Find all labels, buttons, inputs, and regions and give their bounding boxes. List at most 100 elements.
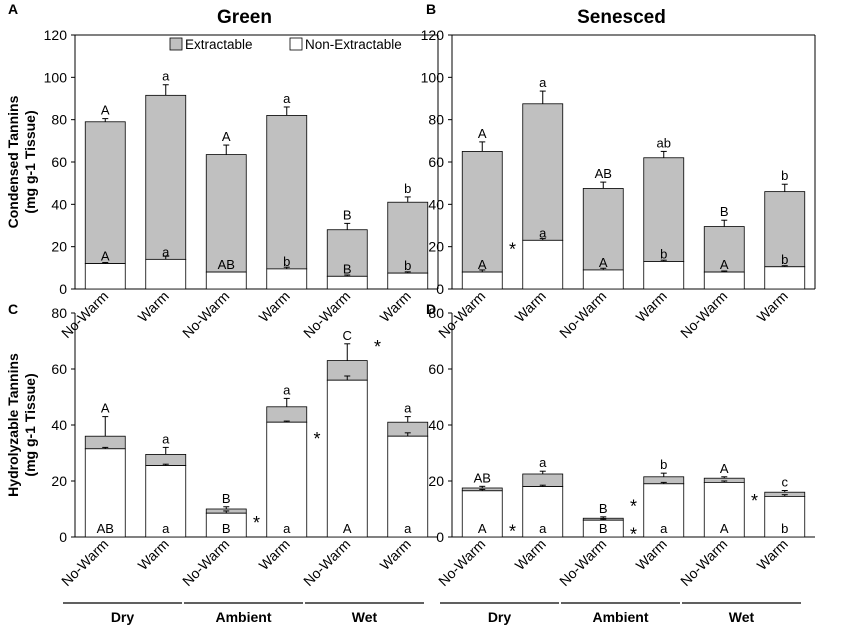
significance-label-non-extractable: a <box>162 521 170 536</box>
group-label: Wet <box>729 609 755 625</box>
significance-label-extractable: a <box>539 75 547 90</box>
significance-label-extractable: a <box>283 382 291 397</box>
bar-extractable <box>582 188 624 271</box>
bar-non-extractable <box>703 481 745 538</box>
bar-extractable <box>461 151 503 273</box>
significance-star: * <box>509 240 516 260</box>
significance-label-extractable: a <box>283 91 291 106</box>
bar-non-extractable <box>643 261 685 290</box>
bar-non-extractable <box>84 448 126 538</box>
legend-swatch-extractable <box>169 37 183 51</box>
bar-non-extractable <box>84 263 126 290</box>
y-axis-title-condensed-line: Condensed Tannins <box>5 95 21 228</box>
panel-letter: C <box>8 301 18 317</box>
category-label: Warm <box>135 288 172 325</box>
category-label: No-Warm <box>677 536 730 589</box>
category-label: Warm <box>377 288 414 325</box>
panel-letter: B <box>426 1 436 17</box>
significance-star: * <box>630 496 637 516</box>
panel-title: Green <box>217 7 272 28</box>
significance-label-extractable: a <box>162 69 170 84</box>
y-tick-label: 20 <box>51 239 67 255</box>
significance-star: * <box>374 337 381 357</box>
group-label: Dry <box>488 609 512 625</box>
legend-label-non-extractable: Non-Extractable <box>305 37 402 52</box>
significance-label-non-extractable: AB <box>218 257 235 272</box>
significance-label-non-extractable: A <box>599 255 608 270</box>
y-tick-label: 40 <box>51 417 67 433</box>
significance-label-extractable: ab <box>657 135 671 150</box>
significance-label-non-extractable: a <box>660 521 668 536</box>
category-label: Warm <box>256 288 293 325</box>
panel-c: C020406080AABNo-WarmaaWarmBBNo-WarmaaWar… <box>8 301 438 625</box>
significance-star: * <box>751 491 758 511</box>
significance-label-extractable: b <box>404 181 411 196</box>
category-label: Warm <box>135 536 172 573</box>
bar-extractable <box>145 94 187 260</box>
group-label: Ambient <box>593 609 649 625</box>
significance-label-extractable: AB <box>474 470 491 485</box>
bar-extractable <box>703 226 745 273</box>
y-tick-label: 20 <box>428 239 444 255</box>
y-tick-label: 60 <box>51 154 67 170</box>
significance-label-extractable: a <box>539 455 547 470</box>
y-tick-label: 20 <box>428 473 444 489</box>
bar-non-extractable <box>266 421 308 538</box>
y-tick-label: 20 <box>51 473 67 489</box>
y-tick-label: 0 <box>436 529 444 545</box>
category-label: No-Warm <box>677 288 730 341</box>
significance-star: * <box>313 429 320 449</box>
bar-non-extractable <box>522 239 564 290</box>
category-label: Warm <box>754 536 791 573</box>
significance-label-extractable: A <box>101 401 110 416</box>
significance-label-non-extractable: b <box>781 252 788 267</box>
y-tick-label: 120 <box>421 27 445 43</box>
significance-label-extractable: AB <box>595 166 612 181</box>
panel-d: D020406080ABANo-WarmaaWarmBBNo-WarmbaWar… <box>426 301 815 625</box>
y-tick-label: 80 <box>51 112 67 128</box>
category-label: Warm <box>512 288 549 325</box>
y-tick-label: 40 <box>428 196 444 212</box>
y-axis-title-hydrolyzable-line: Hydrolyzable Tannins <box>5 353 21 497</box>
bar-non-extractable <box>145 258 187 290</box>
y-axis-title-hydrolyzable-line: (mg g-1 Tissue) <box>22 373 38 476</box>
bar-non-extractable <box>387 272 429 290</box>
y-axis-title-condensed-line: (mg g-1 Tissue) <box>22 110 38 213</box>
significance-label-non-extractable: a <box>539 225 547 240</box>
bar-extractable <box>266 115 308 270</box>
category-label: No-Warm <box>179 288 232 341</box>
group-label: Ambient <box>216 609 272 625</box>
category-label: Warm <box>633 536 670 573</box>
category-label: No-Warm <box>300 536 353 589</box>
significance-label-non-extractable: b <box>781 521 788 536</box>
bar-non-extractable <box>582 269 624 290</box>
significance-label-extractable: a <box>404 401 412 416</box>
significance-label-extractable: a <box>162 431 170 446</box>
significance-label-non-extractable: A <box>101 249 110 264</box>
y-tick-label: 60 <box>428 361 444 377</box>
significance-label-non-extractable: A <box>720 257 729 272</box>
y-tick-label: 0 <box>436 281 444 297</box>
significance-star: * <box>630 524 637 544</box>
legend-swatch-non-extractable <box>289 37 303 51</box>
panel-b: B Senesced 0 20 40 60 80 100 120 A A No-Warm a a Warm A… <box>421 1 816 341</box>
bar-non-extractable <box>266 268 308 290</box>
y-tick-label: 100 <box>421 69 445 85</box>
panel-letter: D <box>426 301 436 317</box>
bar-non-extractable <box>326 379 368 538</box>
panel-letter: A <box>8 1 18 17</box>
y-axis-title-condensed: Condensed Tannins(mg g-1 Tissue) <box>5 95 38 228</box>
significance-label-extractable: c <box>782 475 789 490</box>
significance-label-non-extractable: b <box>660 246 667 261</box>
significance-label-extractable: A <box>101 103 110 118</box>
significance-label-extractable: C <box>343 328 352 343</box>
category-label: Warm <box>633 288 670 325</box>
significance-label-non-extractable: B <box>222 521 231 536</box>
bar-non-extractable <box>461 490 503 538</box>
category-label: No-Warm <box>556 536 609 589</box>
y-tick-label: 80 <box>428 305 444 321</box>
y-tick-label: 40 <box>428 417 444 433</box>
y-axis-title-hydrolyzable: Hydrolyzable Tannins(mg g-1 Tissue) <box>5 353 38 497</box>
y-tick-label: 60 <box>428 154 444 170</box>
